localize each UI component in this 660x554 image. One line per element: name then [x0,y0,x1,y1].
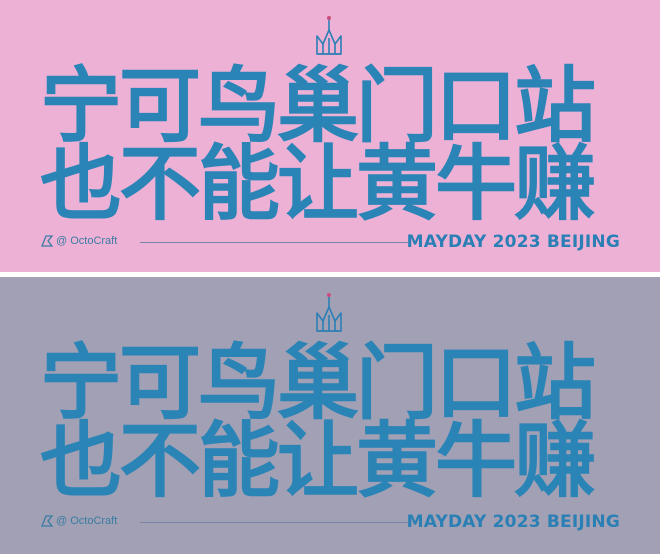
headline: 宁可鸟巢门口站 也不能让黄牛赚 [40,336,630,509]
event-title: MAYDAY 2023 BEIJING [406,512,620,532]
brand-label: @ OctoCraft [40,514,117,528]
crown-logo-icon [316,16,342,55]
divider-line [140,522,408,523]
brand-mark-icon [41,235,54,247]
footer: @ OctoCraft MAYDAY 2023 BEIJING [40,232,620,252]
headline-line-2: 也不能让黄牛赚 [40,137,596,232]
brand-text: @ OctoCraft [56,234,118,247]
divider-line [140,242,408,243]
gray-banner: 宁可鸟巢门口站 也不能让黄牛赚 @ OctoCraft MAYDAY 2023 … [0,277,660,554]
footer: @ OctoCraft MAYDAY 2023 BEIJING [40,512,620,532]
headline: 宁可鸟巢门口站 也不能让黄牛赚 [40,59,630,232]
brand-text: @ OctoCraft [56,514,118,527]
crown-logo-icon [316,293,342,332]
pink-banner: 宁可鸟巢门口站 也不能让黄牛赚 @ OctoCraft MAYDAY 2023 … [0,0,660,272]
event-title: MAYDAY 2023 BEIJING [406,232,620,252]
headline-line-2: 也不能让黄牛赚 [40,414,596,509]
headline-line-1: 宁可鸟巢门口站 [40,59,596,154]
brand-label: @ OctoCraft [40,234,117,248]
headline-line-1: 宁可鸟巢门口站 [40,336,596,431]
brand-mark-icon [41,515,54,527]
